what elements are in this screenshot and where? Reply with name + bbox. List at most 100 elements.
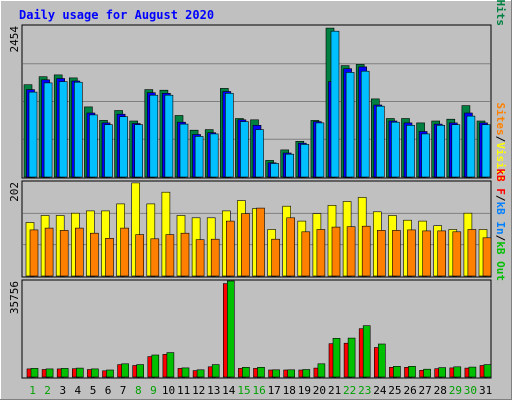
x-tick-label-day-22: 22	[343, 384, 356, 397]
legend-bot-part-0: kB F	[494, 168, 507, 195]
bar-mid-sites-day-23	[361, 225, 371, 277]
bar-mid-sites-day-20	[316, 229, 326, 277]
legend-mid-part-2: Visits	[494, 142, 507, 182]
bar-bot-kb-out-day-22	[347, 337, 356, 378]
bar-mid-sites-day-9	[150, 238, 160, 277]
x-tick-label-day-16: 16	[252, 384, 265, 397]
bar-bot-kb-out-day-12	[196, 369, 205, 378]
bar-top-pages-day-19	[300, 144, 310, 178]
panel-bot-bg	[21, 279, 492, 379]
x-tick-label-day-17: 17	[268, 384, 281, 397]
bar-bot-kb-out-day-11	[181, 367, 190, 378]
bar-bot-kb-out-day-8	[136, 364, 144, 378]
bar-top-pages-day-10	[164, 94, 174, 178]
bar-bot-kb-out-day-23	[362, 325, 371, 378]
bar-top-pages-day-21	[330, 30, 340, 178]
bar-bot-kb-out-day-15	[242, 366, 250, 378]
bar-mid-sites-day-12	[195, 239, 205, 277]
bar-mid-sites-day-5	[90, 232, 99, 277]
x-tick-label-day-10: 10	[162, 384, 175, 397]
legend-bot: kB F/kB In/kB Out	[494, 168, 507, 281]
legend-mid-part-1: /	[494, 136, 507, 143]
bar-top-pages-day-22	[345, 72, 355, 178]
bar-mid-sites-day-10	[165, 234, 175, 277]
bar-top-pages-day-28	[436, 125, 446, 178]
bar-mid-sites-day-28	[437, 230, 447, 277]
bar-mid-sites-day-19	[301, 231, 311, 277]
x-tick-label-day-12: 12	[192, 384, 205, 397]
bars-layer	[23, 27, 492, 378]
bar-bot-kb-out-day-19	[302, 369, 311, 378]
x-tick-label-day-3: 3	[59, 384, 66, 397]
bot-ymax-label: 35756	[8, 281, 21, 314]
bar-bot-kb-out-day-25	[393, 365, 401, 378]
bar-mid-sites-day-27	[422, 230, 431, 277]
x-tick-label-day-7: 7	[120, 384, 127, 397]
x-tick-label-day-13: 13	[207, 384, 220, 397]
bar-bot-kb-out-day-3	[60, 368, 69, 378]
bar-bot-kb-out-day-29	[453, 366, 462, 378]
bar-top-pages-day-25	[391, 121, 400, 178]
x-tick-label-day-27: 27	[418, 384, 431, 397]
x-tick-label-day-8: 8	[135, 384, 142, 397]
bar-mid-sites-day-8	[135, 234, 144, 277]
bar-bot-kb-out-day-14	[227, 280, 235, 378]
bar-top-pages-day-15	[240, 121, 249, 178]
bar-bot-kb-out-day-1	[30, 368, 39, 378]
bar-mid-sites-day-14	[226, 220, 235, 277]
x-tick-label-day-14: 14	[222, 384, 236, 397]
legend-mid-part-0: Sites	[494, 103, 507, 136]
x-tick-label-day-5: 5	[90, 384, 97, 397]
bar-bot-kb-out-day-31	[483, 364, 492, 378]
bar-mid-sites-day-2	[44, 227, 54, 277]
bar-bot-kb-out-day-24	[377, 343, 386, 378]
bar-mid-sites-day-21	[331, 226, 341, 277]
bar-mid-sites-day-26	[407, 229, 416, 277]
bar-top-pages-day-9	[149, 94, 159, 178]
x-tick-label-day-11: 11	[177, 384, 190, 397]
bar-mid-sites-day-30	[467, 229, 477, 277]
top-ymax-label: 2454	[8, 26, 21, 53]
x-tick-label-day-9: 9	[150, 384, 157, 397]
bar-mid-sites-day-3	[59, 230, 69, 277]
bar-mid-sites-day-31	[482, 237, 492, 277]
bar-top-pages-day-2	[43, 82, 53, 178]
x-tick-label-day-20: 20	[313, 384, 326, 397]
legend-top-part-4: Hits	[494, 0, 507, 26]
x-tick-label-day-31: 31	[479, 384, 492, 397]
x-tick-label-day-28: 28	[434, 384, 447, 397]
bar-bot-kb-out-day-16	[257, 366, 265, 378]
x-tick-label-day-6: 6	[105, 384, 112, 397]
x-tick-label-day-25: 25	[388, 384, 401, 397]
bar-bot-kb-out-day-27	[423, 368, 431, 378]
bar-top-pages-day-23	[360, 70, 370, 178]
bar-top-pages-day-3	[58, 81, 68, 178]
x-tick-label-day-15: 15	[237, 384, 250, 397]
x-tick-label-day-19: 19	[298, 384, 311, 397]
bar-bot-kb-out-day-10	[166, 352, 175, 378]
legend-bot-part-2: kB In	[494, 202, 507, 235]
bar-bot-kb-out-day-13	[211, 364, 220, 378]
bar-bot-kb-out-day-21	[332, 337, 341, 378]
bar-mid-sites-day-17	[271, 238, 280, 277]
x-tick-label-day-26: 26	[403, 384, 416, 397]
x-tick-label-day-2: 2	[44, 384, 51, 397]
bar-mid-sites-day-1	[29, 229, 39, 277]
bar-bot-kb-out-day-30	[468, 366, 477, 378]
bar-top-pages-day-14	[225, 93, 234, 178]
x-tick-label-day-4: 4	[74, 384, 81, 397]
legend-bot-part-3: /	[494, 235, 507, 242]
bar-bot-kb-out-day-7	[121, 363, 129, 378]
bar-bot-kb-out-day-18	[287, 369, 296, 378]
bar-mid-sites-day-16	[256, 207, 265, 277]
bar-mid-sites-day-6	[105, 238, 114, 277]
legend-mid: Sites/Visits	[494, 103, 507, 183]
x-tick-label-day-23: 23	[358, 384, 371, 397]
bar-bot-kb-out-day-5	[91, 368, 99, 378]
bar-top-pages-day-18	[285, 153, 295, 178]
bar-mid-sites-day-18	[286, 217, 296, 277]
x-tick-label-day-18: 18	[283, 384, 296, 397]
bar-bot-kb-out-day-9	[151, 354, 160, 378]
bar-bot-kb-out-day-4	[76, 367, 84, 378]
